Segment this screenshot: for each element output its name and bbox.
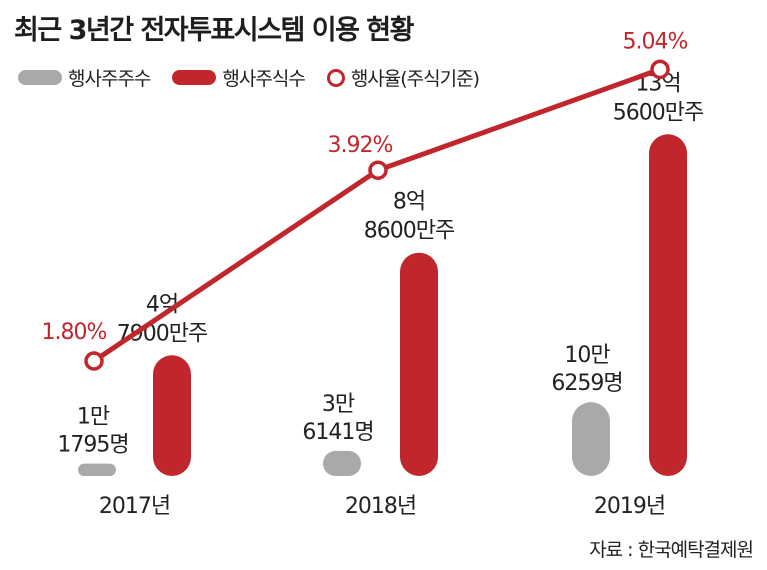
chart-title: 최근 3년간 전자투표시스템 이용 현황: [14, 15, 415, 46]
label-shareholders-2-line2: 6259명: [551, 371, 622, 396]
legend-item-rate: 행사율(주식기준): [326, 64, 480, 91]
x-tick-1: 2018년: [345, 494, 416, 519]
legend: 행사주주수 행사주식수 행사율(주식기준): [18, 64, 501, 91]
rate-label-1: 3.92%: [328, 133, 393, 158]
bar-shareholders-0: [78, 463, 116, 476]
x-tick-0: 2017년: [99, 494, 170, 519]
legend-label-shares: 행사주식수: [222, 68, 305, 90]
label-shares-2-line2: 5600만주: [613, 100, 704, 125]
legend-swatch-shareholders: [18, 70, 62, 85]
rate-point-0: [84, 351, 104, 371]
legend-marker-rate: [326, 68, 345, 87]
bar-shareholders-1: [323, 450, 361, 476]
legend-label-shareholders: 행사주주수: [68, 68, 151, 90]
legend-swatch-shares: [172, 70, 217, 85]
rate-label-2: 5.04%: [623, 29, 688, 54]
label-shareholders-0-line2: 1795명: [57, 433, 128, 458]
bar-shareholders-2: [572, 402, 610, 476]
legend-label-rate: 행사율(주식기준): [350, 68, 480, 90]
bar-shares-2: [649, 134, 687, 476]
label-shares-1-line1: 8억: [393, 190, 425, 215]
rate-label-0: 1.80%: [42, 320, 107, 345]
bar-shares-0: [153, 355, 191, 476]
x-tick-2: 2019년: [594, 494, 665, 519]
label-shares-1-line2: 8600만주: [364, 219, 455, 244]
rate-point-1: [368, 160, 388, 180]
rate-point-2: [650, 59, 670, 80]
label-shareholders-1-line1: 3만: [322, 392, 355, 417]
rate-line: [92, 67, 661, 364]
label-shareholders-2-line1: 10만: [564, 343, 610, 368]
source-note: 자료 : 한국예탁결제원: [589, 539, 754, 561]
legend-item-shareholders: 행사주주수: [18, 64, 151, 91]
label-shareholders-0-line1: 1만: [77, 405, 110, 430]
label-shareholders-1-line2: 6141명: [302, 420, 373, 445]
legend-item-shares: 행사주식수: [172, 64, 306, 91]
bar-shares-1: [400, 252, 438, 476]
